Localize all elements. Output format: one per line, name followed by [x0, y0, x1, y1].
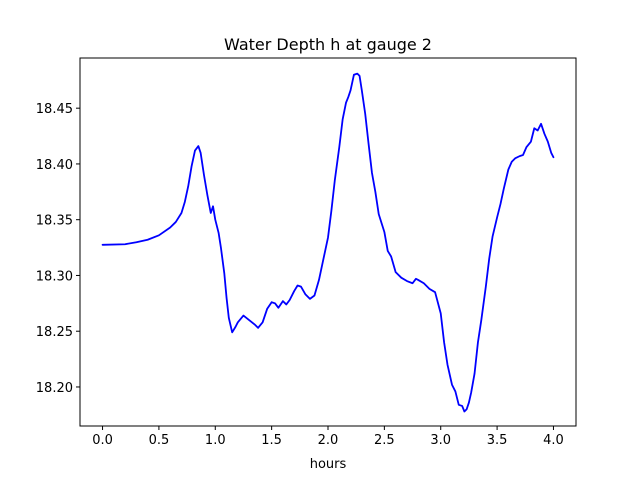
y-tick-label: 18.40: [36, 158, 73, 173]
chart-title: Water Depth h at gauge 2: [224, 35, 432, 54]
x-tick-label: 0.5: [149, 433, 170, 448]
x-tick-label: 1.5: [261, 433, 282, 448]
series-line: [101, 72, 555, 413]
axes-frame: [79, 57, 577, 427]
plot-area: [101, 72, 555, 413]
y-tick-label: 18.35: [36, 214, 73, 229]
axes-ticks: 0.0 0.5 1.0 1.5 2.0 2.5 3.0 3.5 4.0 18.20 18.25 18.…: [36, 102, 564, 448]
y-tick-label: 18.25: [36, 325, 73, 340]
y-tick-label: 18.45: [36, 102, 73, 117]
x-tick-label: 4.0: [543, 433, 564, 448]
x-tick-label: 1.0: [205, 433, 226, 448]
x-tick-label: 3.0: [430, 433, 451, 448]
x-axis-label: hours: [310, 457, 347, 472]
x-tick-label: 3.5: [487, 433, 508, 448]
y-tick-label: 18.30: [36, 269, 73, 284]
x-tick-label: 2.5: [374, 433, 395, 448]
x-tick-label: 2.0: [318, 433, 339, 448]
y-tick-label: 18.20: [36, 381, 73, 396]
x-tick-label: 0.0: [92, 433, 113, 448]
